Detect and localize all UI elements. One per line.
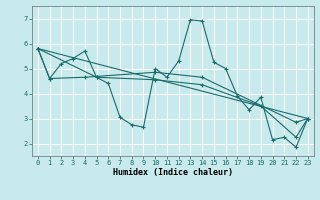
X-axis label: Humidex (Indice chaleur): Humidex (Indice chaleur) bbox=[113, 168, 233, 177]
